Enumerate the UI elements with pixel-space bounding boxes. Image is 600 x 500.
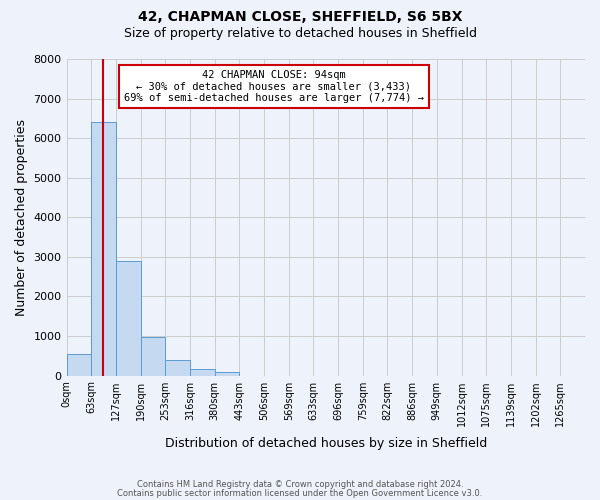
Bar	[165, 360, 190, 376]
X-axis label: Distribution of detached houses by size in Sheffield: Distribution of detached houses by size …	[164, 437, 487, 450]
Bar	[140, 337, 165, 376]
Bar	[116, 261, 140, 376]
Y-axis label: Number of detached properties: Number of detached properties	[15, 119, 28, 316]
Text: Contains public sector information licensed under the Open Government Licence v3: Contains public sector information licen…	[118, 489, 482, 498]
Bar	[190, 368, 215, 376]
Bar	[91, 122, 116, 376]
Text: 42, CHAPMAN CLOSE, SHEFFIELD, S6 5BX: 42, CHAPMAN CLOSE, SHEFFIELD, S6 5BX	[138, 10, 462, 24]
Bar	[215, 372, 239, 376]
Text: Contains HM Land Registry data © Crown copyright and database right 2024.: Contains HM Land Registry data © Crown c…	[137, 480, 463, 489]
Bar	[67, 354, 91, 376]
Text: 42 CHAPMAN CLOSE: 94sqm
← 30% of detached houses are smaller (3,433)
69% of semi: 42 CHAPMAN CLOSE: 94sqm ← 30% of detache…	[124, 70, 424, 103]
Text: Size of property relative to detached houses in Sheffield: Size of property relative to detached ho…	[124, 28, 476, 40]
